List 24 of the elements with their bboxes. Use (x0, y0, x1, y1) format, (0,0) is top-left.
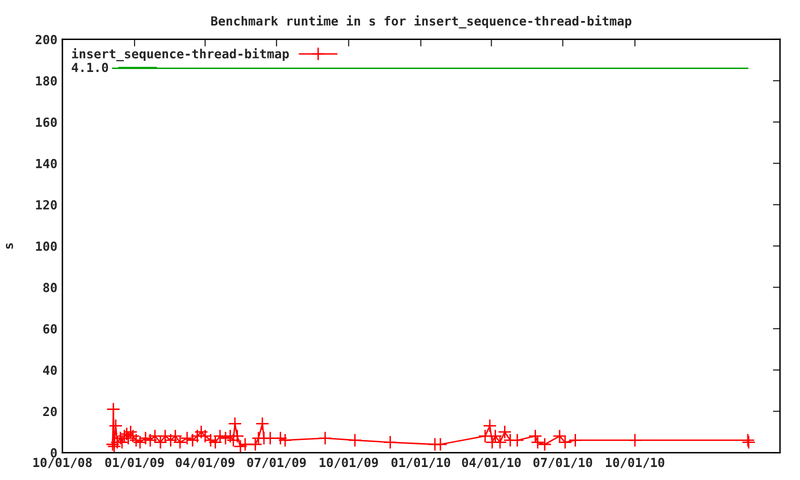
legend-label: insert_sequence-thread-bitmap (72, 48, 289, 62)
y-tick-label: 180 (36, 76, 57, 86)
y-axis-title: s (6, 243, 14, 249)
chart-title: Benchmark runtime in s for insert_sequence-thread-bitmap (211, 15, 632, 28)
x-tick-label: 07/01/09 (247, 458, 306, 468)
y-tick-label: 60 (43, 324, 57, 334)
y-tick-label: 40 (43, 365, 57, 375)
y-tick-label: 200 (36, 34, 57, 44)
legend-label: 4.1.0 (72, 62, 108, 72)
y-tick-label: 160 (36, 117, 57, 127)
y-tick-label: 0 (50, 448, 57, 458)
y-tick-label: 100 (36, 241, 57, 251)
y-tick-label: 80 (43, 282, 57, 292)
x-tick-label: 10/01/09 (320, 458, 378, 468)
y-tick-label: 120 (36, 200, 57, 210)
y-tick-label: 140 (36, 158, 57, 168)
y-tick-label: 20 (43, 406, 57, 416)
x-tick-label: 01/01/09 (105, 458, 164, 468)
x-tick-label: 10/01/08 (33, 458, 92, 468)
x-tick-label: 04/01/09 (176, 458, 234, 468)
x-tick-label: 07/01/10 (533, 458, 592, 468)
x-tick-label: 10/01/10 (606, 458, 664, 468)
x-tick-label: 04/01/10 (462, 458, 521, 468)
x-tick-label: 01/01/10 (391, 458, 450, 468)
